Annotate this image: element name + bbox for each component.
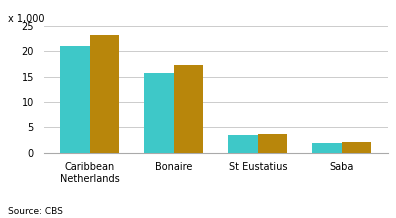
Bar	[258, 134, 287, 153]
Bar	[174, 65, 203, 153]
Bar	[90, 35, 119, 153]
Text: x 1,000: x 1,000	[8, 14, 44, 24]
Bar	[342, 142, 371, 153]
Bar	[312, 143, 342, 153]
Bar	[60, 46, 90, 153]
Bar	[145, 73, 174, 153]
Text: Source: CBS: Source: CBS	[8, 207, 63, 216]
Bar	[228, 135, 258, 153]
